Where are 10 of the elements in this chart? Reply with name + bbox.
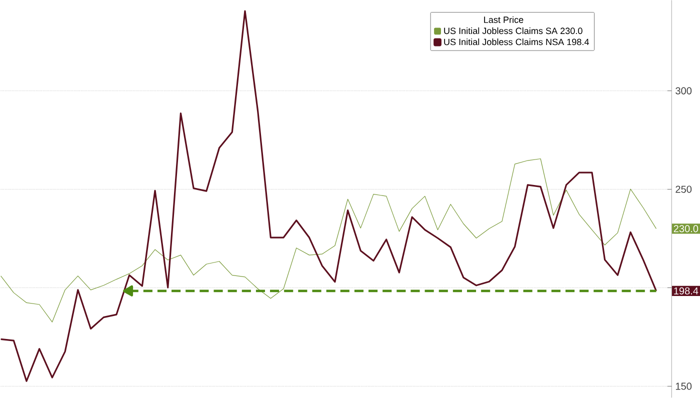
y-tick-label: 300	[676, 87, 692, 94]
legend-label: US Initial Jobless Claims NSA 198.4	[444, 38, 589, 46]
data-label: 230.0	[674, 225, 698, 232]
y-tick-label: 250	[676, 186, 692, 193]
line-series	[0, 10, 658, 382]
legend-title: Last Price	[484, 16, 524, 24]
line-series	[0, 158, 657, 322]
y-tick-label: 150	[676, 382, 692, 390]
data-label: 198.4	[674, 287, 698, 295]
legend-label: US Initial Jobless Claims SA 230.0	[444, 27, 582, 34]
